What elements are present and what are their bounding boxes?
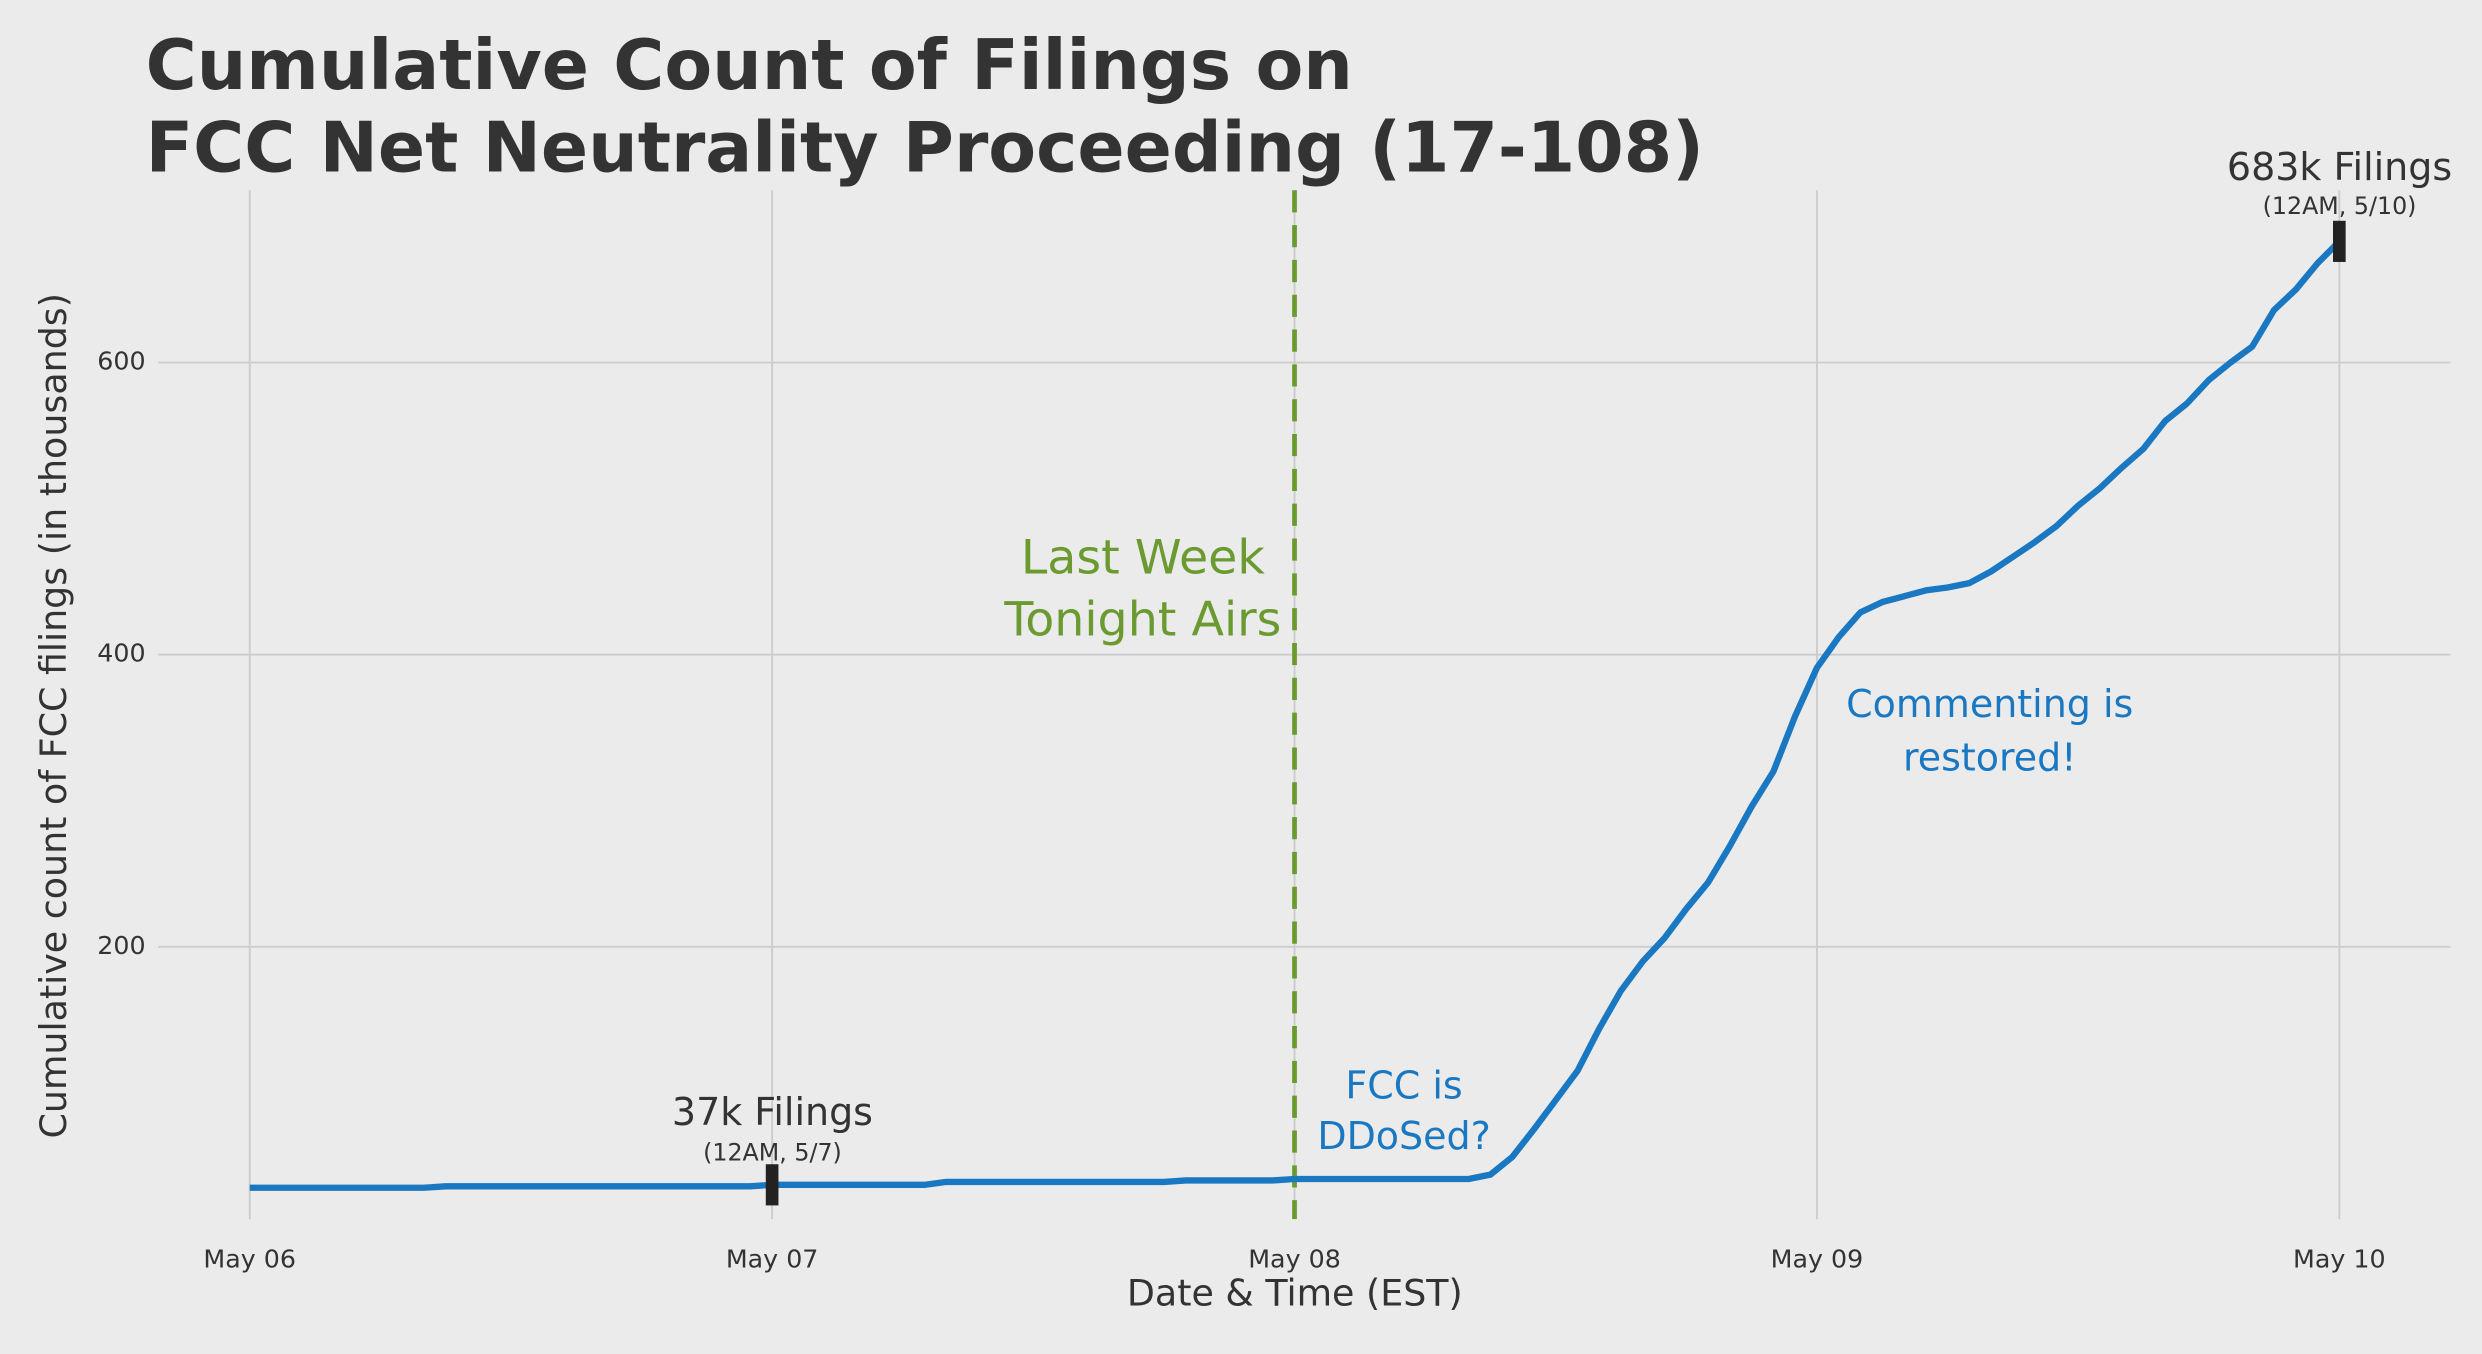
y-axis-label: Cumulative count of FCC filings (in thou… bbox=[32, 293, 75, 1138]
y-tick-label: 600 bbox=[97, 346, 145, 376]
x-tick-label: May 08 bbox=[1248, 1243, 1341, 1273]
annotation: 683k Filings bbox=[2227, 145, 2452, 189]
annotation: 37k Filings bbox=[672, 1090, 873, 1134]
chart-title: Cumulative Count of Filings on bbox=[146, 25, 1353, 106]
chart-title: FCC Net Neutrality Proceeding (17-108) bbox=[146, 107, 1704, 188]
annotation: DDoSed? bbox=[1317, 1114, 1490, 1158]
annotation: (12AM, 5/10) bbox=[2263, 192, 2417, 220]
x-tick-label: May 09 bbox=[1771, 1243, 1864, 1273]
annotation: FCC is bbox=[1345, 1063, 1462, 1107]
y-tick-label: 400 bbox=[97, 638, 145, 668]
point-marker bbox=[765, 1164, 779, 1206]
data-line bbox=[249, 239, 2342, 1191]
x-axis-label: Date & Time (EST) bbox=[1127, 1272, 1463, 1315]
annotation: (12AM, 5/7) bbox=[703, 1139, 842, 1167]
annotation: Tonight Airs bbox=[1003, 592, 1281, 647]
x-tick-label: May 10 bbox=[2293, 1243, 2386, 1273]
annotation: Commenting is bbox=[1846, 682, 2133, 726]
x-tick-label: May 07 bbox=[726, 1243, 819, 1273]
point-marker bbox=[2332, 220, 2346, 262]
x-tick-label: May 06 bbox=[203, 1243, 296, 1273]
annotation: restored! bbox=[1903, 736, 2077, 780]
annotation: Last Week bbox=[1021, 531, 1266, 586]
y-tick-label: 200 bbox=[97, 930, 145, 960]
